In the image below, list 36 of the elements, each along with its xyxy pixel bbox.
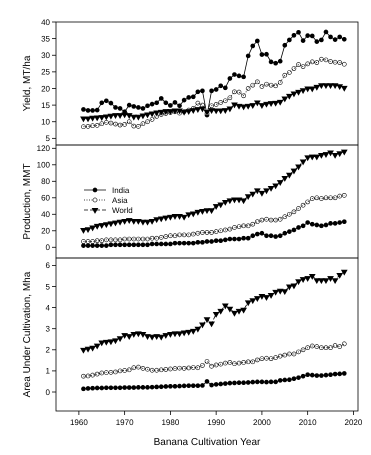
y-tick-label: 5 xyxy=(46,282,51,292)
y-tick-label: 0 xyxy=(46,388,51,397)
y-tick-label: 40 xyxy=(41,18,51,27)
y-tick-label: 2 xyxy=(46,346,51,355)
y-tick-label: 80 xyxy=(41,177,51,186)
x-axis-title: Banana Cultivation Year xyxy=(154,437,262,448)
y-tick-label: 3 xyxy=(46,324,51,334)
x-tick-label: 2010 xyxy=(298,418,318,427)
y-tick-label: 10 xyxy=(41,118,51,127)
x-tick-label: 2000 xyxy=(253,418,272,427)
y-axis-title: Production, MMT xyxy=(22,163,33,240)
legend-label: Asia xyxy=(112,196,128,205)
y-tick-label: 60 xyxy=(41,194,51,203)
x-tick-label: 1980 xyxy=(161,418,180,427)
y-tick-label: 30 xyxy=(41,51,51,60)
x-tick-label: 2020 xyxy=(344,418,363,427)
legend-label: World xyxy=(112,206,133,215)
legend-label: India xyxy=(112,186,130,195)
y-tick-label: 40 xyxy=(41,210,51,220)
y-tick-label: 35 xyxy=(41,34,51,44)
y-tick-label: 20 xyxy=(41,226,51,236)
y-tick-label: 120 xyxy=(36,144,51,154)
y-tick-label: 0 xyxy=(46,243,51,252)
y-axis-title: Area Under Cultivation, Mha xyxy=(22,271,33,398)
y-tick-label: 15 xyxy=(41,100,51,110)
y-tick-label: 25 xyxy=(41,68,51,77)
y-tick-label: 6 xyxy=(46,261,51,270)
y-tick-label: 4 xyxy=(46,303,51,312)
x-tick-label: 1990 xyxy=(207,418,226,427)
y-tick-label: 1 xyxy=(46,366,51,376)
x-tick-label: 1960 xyxy=(70,418,88,427)
y-tick-label: 5 xyxy=(46,134,51,144)
y-tick-label: 20 xyxy=(41,84,51,94)
y-tick-label: 100 xyxy=(36,160,51,170)
y-axis-title: Yield, MT/ha xyxy=(22,55,33,112)
x-tick-label: 1970 xyxy=(116,418,134,427)
